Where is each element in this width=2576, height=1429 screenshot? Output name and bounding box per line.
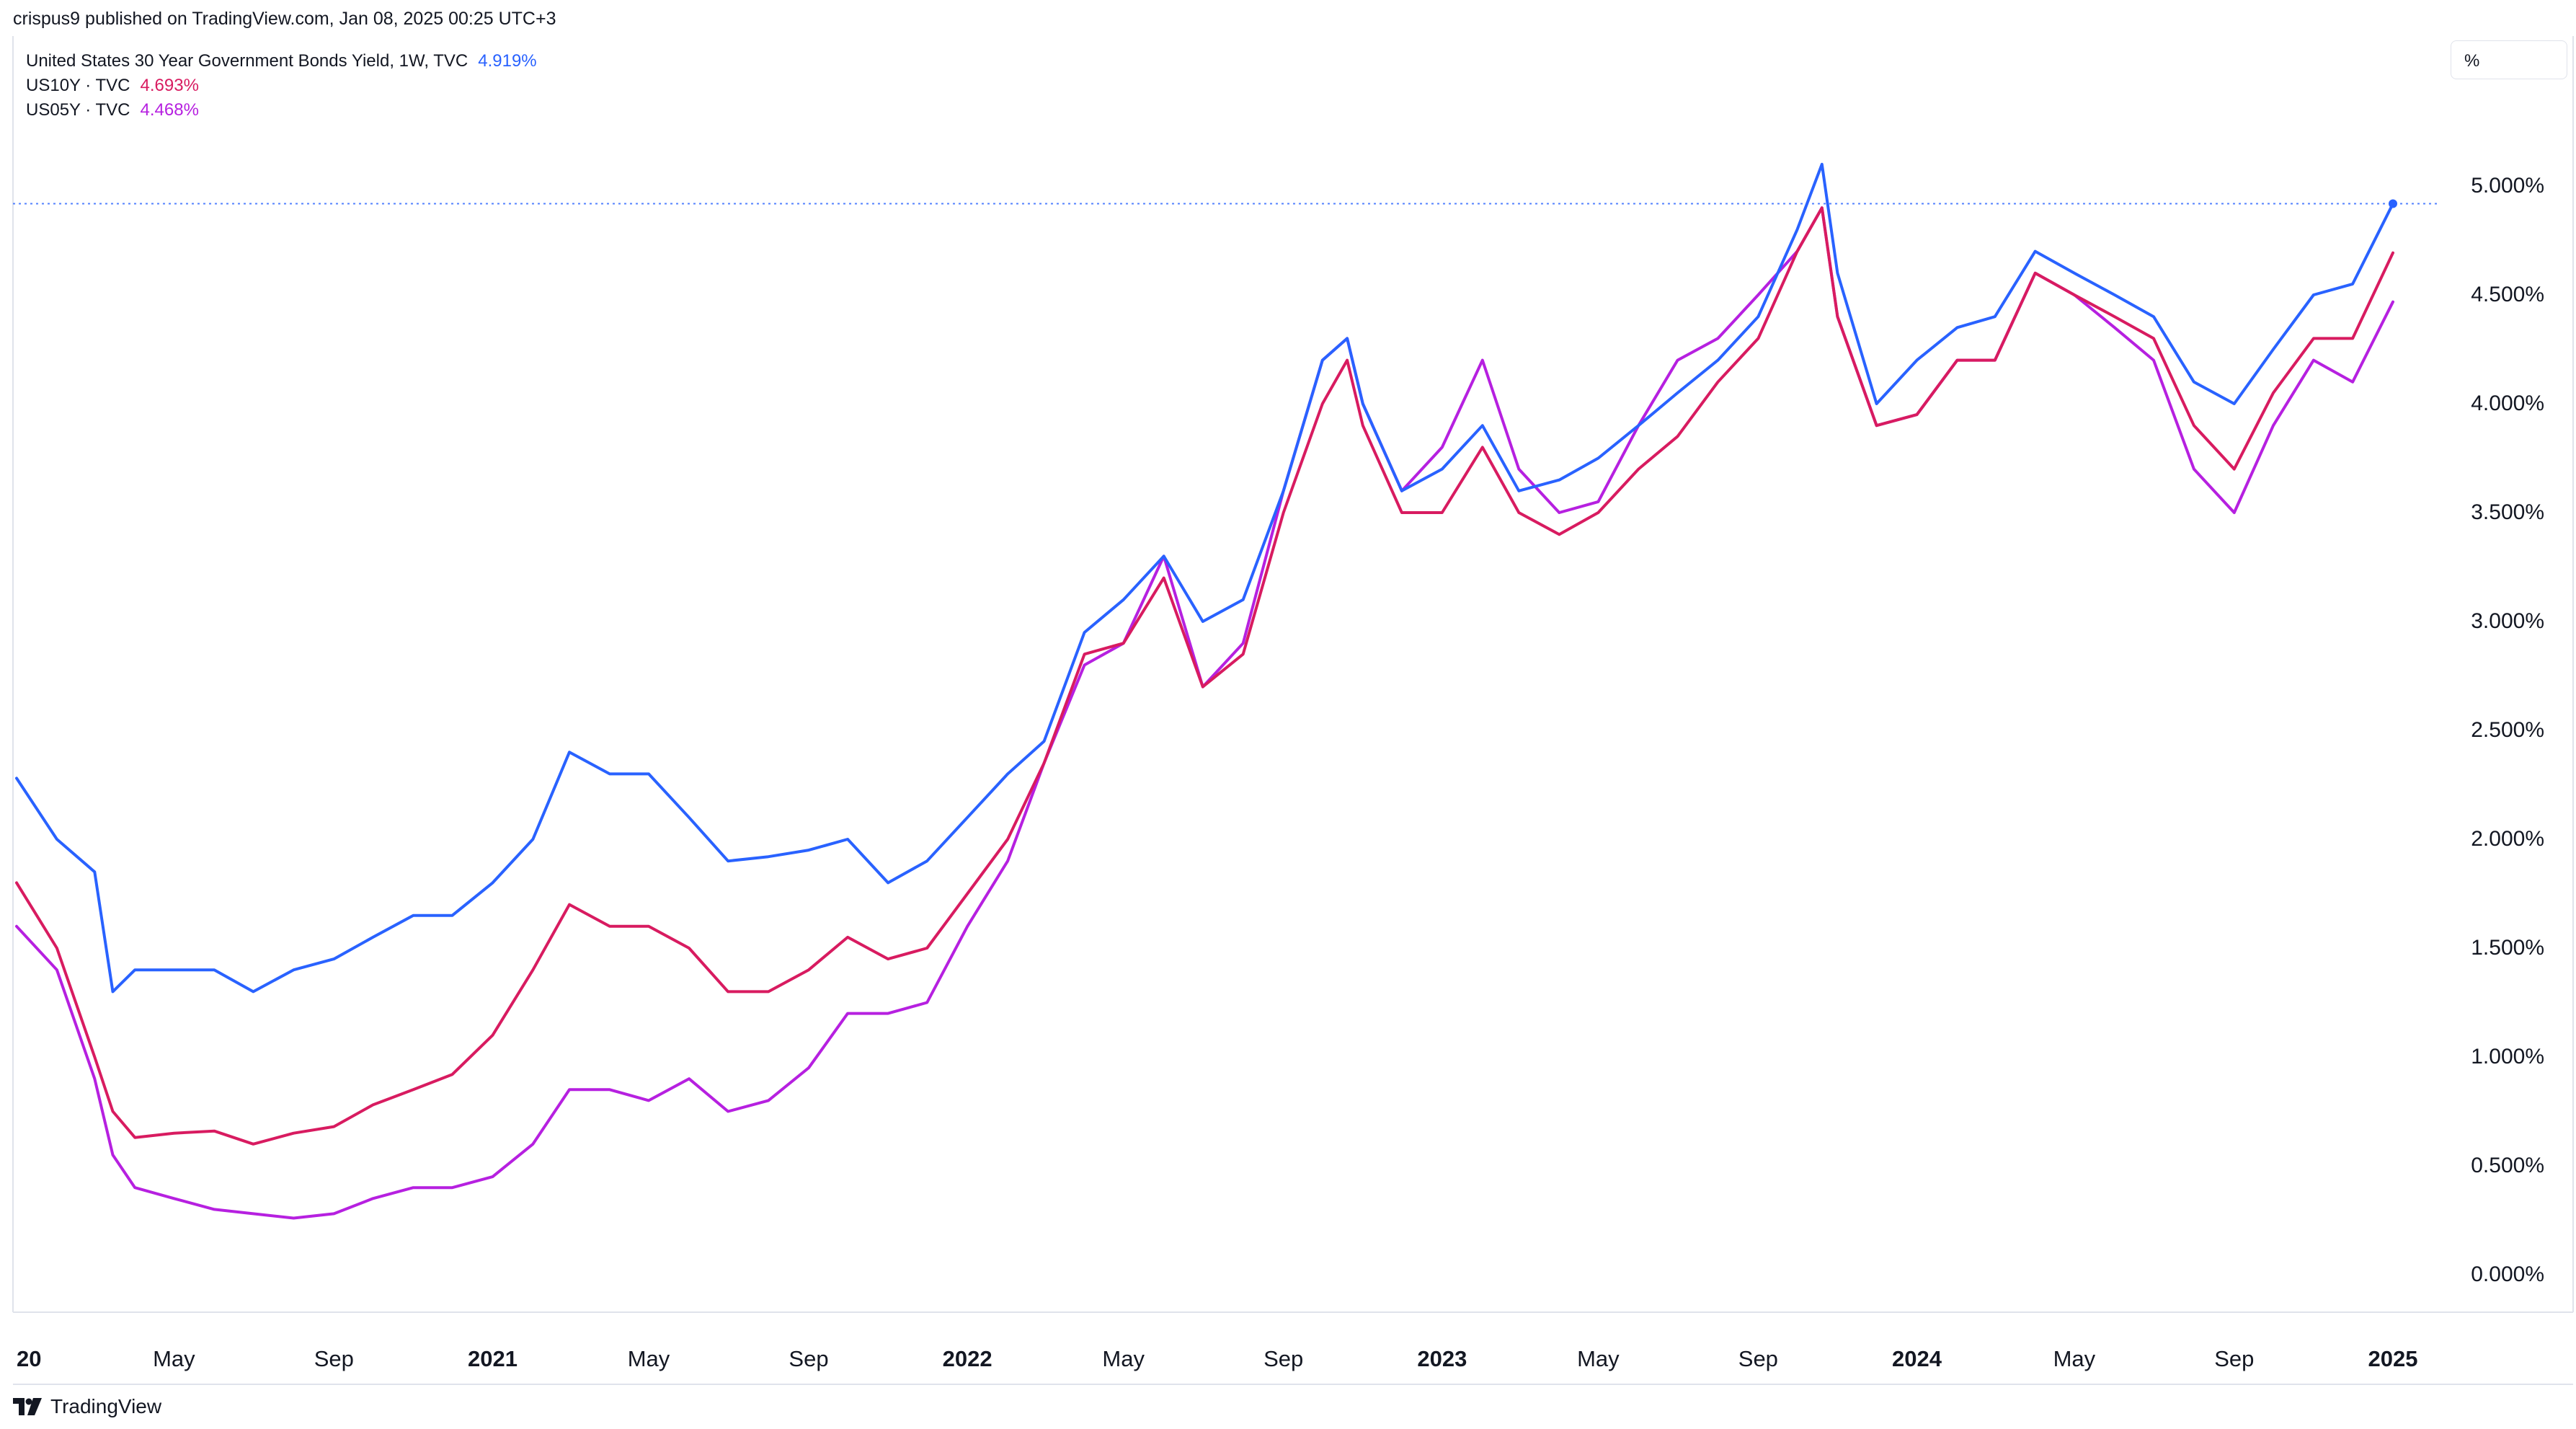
- brand-name: TradingView: [50, 1395, 162, 1417]
- y-tick-label: 3.000%: [2471, 609, 2544, 633]
- brand: TradingView: [13, 1395, 161, 1418]
- y-tick-label: 5.000%: [2471, 174, 2544, 198]
- x-tick-label: 20: [17, 1346, 41, 1371]
- x-tick-label: May: [153, 1346, 195, 1371]
- x-tick-label: Sep: [1738, 1346, 1778, 1371]
- y-tick-label: 3.500%: [2471, 500, 2544, 524]
- y-tick-label: 1.000%: [2471, 1045, 2544, 1069]
- us05y-line: [15, 206, 2394, 1220]
- y-tick-label: 0.500%: [2471, 1154, 2544, 1177]
- y-tick-label: 2.500%: [2471, 718, 2544, 742]
- legend-label: US10Y · TVC: [26, 76, 130, 95]
- last-point-marker: [2389, 199, 2397, 208]
- publish-info: crispus9 published on TradingView.com, J…: [13, 9, 556, 29]
- x-tick-label: 2025: [2368, 1346, 2418, 1371]
- y-tick-label: 1.500%: [2471, 936, 2544, 960]
- x-tick-label: 2023: [1417, 1346, 1467, 1371]
- x-tick-label: Sep: [2214, 1346, 2254, 1371]
- x-tick-label: 2024: [1892, 1346, 1942, 1371]
- us30y-line: [15, 162, 2394, 994]
- x-tick-label: 2021: [468, 1346, 518, 1371]
- series-legend: United States 30 Year Government Bonds Y…: [26, 49, 537, 123]
- y-tick-label: 4.000%: [2471, 391, 2544, 415]
- y-tick-label: 4.500%: [2471, 283, 2544, 306]
- legend-label: US05Y · TVC: [26, 100, 130, 120]
- x-tick-label: 2022: [943, 1346, 992, 1371]
- legend-label: United States 30 Year Government Bonds Y…: [26, 51, 468, 71]
- x-tick-label: Sep: [789, 1346, 828, 1371]
- x-tick-label: May: [1577, 1346, 1620, 1371]
- x-tick-label: May: [628, 1346, 670, 1371]
- legend-value: 4.468%: [140, 100, 199, 120]
- x-tick-label: Sep: [314, 1346, 354, 1371]
- price-scale-unit-button[interactable]: %: [2451, 40, 2567, 79]
- legend-row-us30y[interactable]: United States 30 Year Government Bonds Y…: [26, 49, 537, 74]
- us10y-line: [15, 206, 2394, 1146]
- y-tick-label: 2.000%: [2471, 827, 2544, 851]
- y-tick-label: 0.000%: [2471, 1262, 2544, 1286]
- x-tick-label: May: [1102, 1346, 1145, 1371]
- x-tick-label: May: [2053, 1346, 2096, 1371]
- legend-value: 4.693%: [140, 76, 199, 95]
- legend-row-us10y[interactable]: US10Y · TVC 4.693%: [26, 74, 537, 98]
- tradingview-logo-icon: [13, 1398, 42, 1415]
- x-tick-label: Sep: [1263, 1346, 1303, 1371]
- legend-value: 4.919%: [478, 51, 537, 71]
- legend-row-us05y[interactable]: US05Y · TVC 4.468%: [26, 98, 537, 123]
